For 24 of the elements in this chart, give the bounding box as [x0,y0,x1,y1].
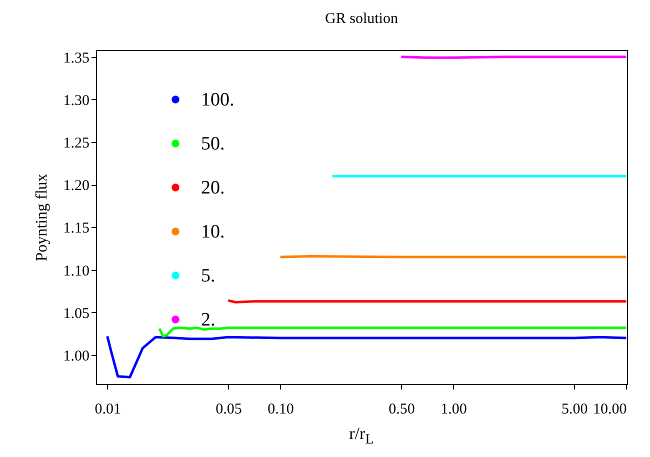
legend-label: 50. [201,134,225,154]
y-tick-label: 1.20 [63,178,90,194]
y-tick-label: 1.30 [63,92,90,109]
y-tick-label: 1.10 [63,263,90,280]
y-tick-label: 1.15 [63,220,90,237]
chart-title: GR solution [325,10,398,27]
x-tick-label: 0.05 [216,402,242,418]
legend-label: 5. [201,266,216,286]
legend-label: 2. [201,310,216,330]
legend-label: 20. [201,178,225,198]
y-tick-label: 1.35 [63,50,90,66]
y-axis-title: Poynting flux [33,174,50,262]
legend-label: 10. [201,222,225,242]
x-tick-label: 5.00 [562,402,588,418]
x-tick-label: 0.10 [268,402,294,418]
x-tick-label: 1.00 [440,402,467,418]
y-tick-label: 1.05 [63,306,90,322]
y-tick-label: 1.25 [63,136,90,152]
x-tick-label: 0.50 [388,402,415,418]
y-tick-label: 1.00 [63,348,90,365]
x-tick-label: 0.01 [94,402,121,418]
legend-label: 100. [201,90,234,110]
x-tick-label: 10.00 [593,402,627,418]
x-axis-title: r/r$_{L}$ [348,424,375,448]
